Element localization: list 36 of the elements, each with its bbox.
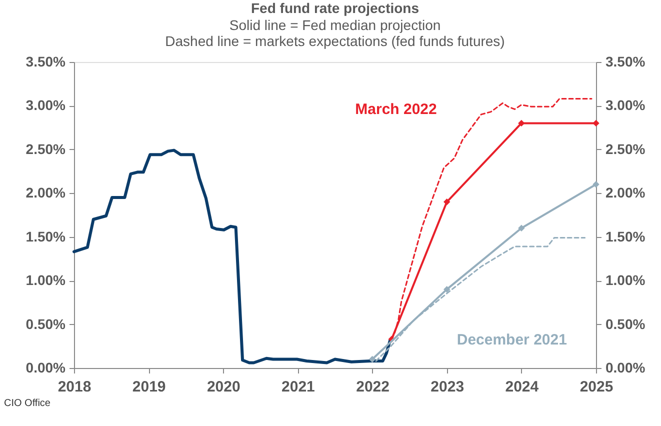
point [368, 356, 376, 363]
y-tick-label: 1.50% [26, 228, 66, 244]
y-tick-label: 1.00% [26, 272, 66, 288]
y-tick-label: 3.00% [26, 97, 66, 114]
y2-tick-label: 2.00% [606, 184, 646, 201]
point [444, 198, 450, 206]
y-tick-label: 0.00% [26, 360, 66, 376]
x-tick-label: 2024 [505, 378, 540, 396]
point [444, 286, 450, 293]
y2-tick-label: 0.00% [606, 360, 646, 376]
x-tick-label: 2019 [132, 378, 166, 396]
y2-tick-label: 3.00% [606, 97, 646, 114]
x-tick-label: 2023 [430, 378, 464, 396]
y-tick-label: 3.50% [26, 54, 66, 70]
y2-tick-label: 1.50% [606, 228, 646, 244]
point [592, 181, 600, 188]
text: CIO Office [4, 398, 51, 409]
x-tick-label: 2018 [58, 378, 92, 396]
point [518, 224, 525, 232]
y2-tick-label: 3.50% [606, 54, 646, 70]
chart-subtitle: Solid line = Fed median projection Dashed line = markets expectations (fed funds futures) [165, 17, 505, 49]
x-tick-label: 2021 [282, 378, 315, 396]
text: December 2021 [456, 331, 567, 348]
point [592, 120, 600, 127]
y-tick-label: 2.00% [26, 184, 66, 201]
text: March 2022 [355, 101, 437, 118]
point [518, 120, 525, 127]
chart-title: Fed fund rate projections [250, 0, 420, 16]
y-tick-label: 0.50% [26, 316, 66, 332]
y-tick-label: 2.50% [26, 140, 66, 157]
x-tick-label: 2025 [580, 378, 614, 396]
x-tick-label: 2022 [356, 378, 390, 396]
y2-tick-label: 0.50% [606, 316, 646, 332]
y2-tick-label: 2.50% [606, 140, 646, 157]
y2-tick-label: 1.00% [606, 272, 646, 288]
x-tick-label: 2020 [206, 378, 240, 396]
